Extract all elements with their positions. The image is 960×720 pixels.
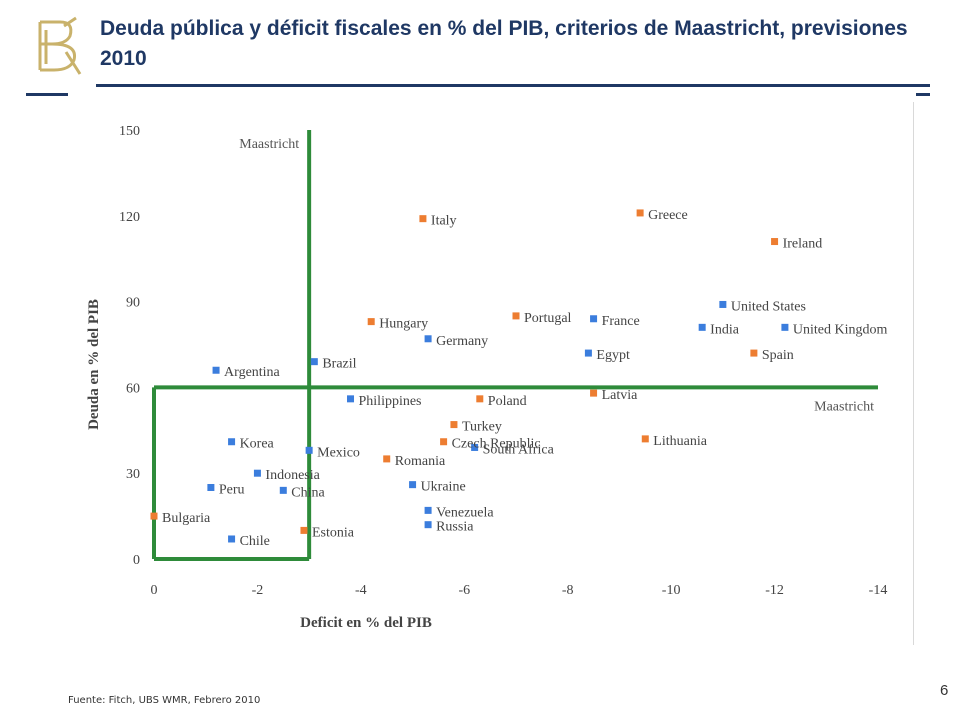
data-point-marker [641,435,649,443]
data-point-marker [424,335,432,343]
data-point-label: Venezuela [436,505,494,520]
data-point-label: Egypt [596,348,630,363]
data-point-label: Turkey [462,420,502,435]
data-point-marker [279,486,287,494]
data-point-label: Romania [395,454,446,469]
data-point-marker [719,300,727,308]
data-point-marker [771,238,779,246]
data-point-marker [424,506,432,514]
data-point-marker [471,443,479,451]
data-point-label: Ireland [783,237,823,252]
data-point-marker [207,484,215,491]
x-tick-label: -12 [765,583,784,598]
y-tick-label: 0 [133,553,140,568]
data-point-label: Russia [436,520,474,535]
data-point-marker [512,312,520,320]
title-rule [96,84,930,87]
data-point-marker [310,358,318,366]
data-point-label: Greece [648,208,688,223]
y-tick-label: 120 [119,210,140,225]
data-point-label: United Kingdom [793,322,888,337]
data-point-label: India [710,322,740,337]
y-tick-label: 30 [126,467,140,482]
data-point-marker [450,421,458,429]
x-tick-label: -4 [355,583,367,598]
data-point-label: Ukraine [421,480,466,495]
data-point-label: Germany [436,334,488,349]
data-point-label: South Africa [483,442,555,457]
data-point-marker [750,349,758,357]
page-number: 6 [940,682,949,699]
data-point-label: Philippines [359,394,422,409]
chart-panel-edge [913,102,914,645]
data-point-label: China [291,485,325,500]
source-note: Fuente: Fitch, UBS WMR, Febrero 2010 [68,695,261,706]
slide-title: Deuda pública y déficit fiscales en % de… [100,17,908,70]
scatter-chart: 0 30 60 90 120 150 0 -2 -4 -6 -8 -10 -12 -14 Argenti… [86,124,888,631]
data-point-label: Portugal [524,311,572,326]
data-point-label: France [602,314,640,329]
data-point-marker [150,512,158,520]
data-point-label: Brazil [322,357,356,372]
data-point-marker [781,323,789,331]
x-tick-label: -14 [869,583,888,598]
data-point-label: Indonesia [265,468,320,483]
data-point-marker [584,349,592,357]
maastricht-label-vertical: Maastricht [239,137,299,152]
x-tick-label: -2 [252,583,264,598]
chart-panel [82,102,914,645]
data-point-label: Argentina [224,365,281,380]
data-point-label: Czech Republic [452,437,541,452]
x-tick-label: -8 [562,583,574,598]
data-point-marker [698,323,706,331]
data-point-marker [228,535,236,543]
data-point-label: Peru [219,483,245,498]
data-point-marker [305,446,313,454]
data-point-label: United States [731,299,806,314]
maastricht-label-horizontal: Maastricht [814,399,874,414]
data-point-label: Lithuania [653,434,707,449]
data-point-marker [253,469,261,477]
title-rule-left [26,93,68,96]
data-point-marker [424,521,432,529]
x-tick-label: -6 [458,583,470,598]
data-point-marker [636,209,644,217]
data-point-label: Poland [488,394,527,409]
data-point-label: Mexico [317,445,360,460]
data-point-label: Hungary [379,317,428,332]
data-point-marker [383,455,391,463]
data-point-label: Spain [762,348,794,363]
data-point-marker [590,315,598,323]
company-logo-icon [38,16,82,75]
data-point-marker [419,215,427,223]
data-point-marker [476,395,484,403]
data-point-label: Italy [431,214,457,229]
data-point-marker [300,526,308,534]
y-tick-label: 90 [126,296,140,311]
data-point-marker [440,438,448,446]
x-tick-label: 0 [151,583,158,598]
data-point-marker [590,389,598,397]
title-rule-right [916,93,930,96]
data-point-label: Korea [240,437,275,452]
x-tick-label: -10 [662,583,681,598]
data-point-marker [347,395,355,403]
data-point-label: Estonia [312,525,355,540]
y-axis-label: Deuda en % del PIB [86,299,102,430]
data-point-label: Bulgaria [162,511,211,526]
data-point-label: Latvia [602,388,639,403]
y-tick-label: 150 [119,124,140,139]
y-tick-labels: 0 30 60 90 120 150 [119,124,140,568]
data-point-label: Chile [240,534,270,549]
maastricht-lines [152,130,878,561]
x-tick-labels: 0 -2 -4 -6 -8 -10 -12 -14 [151,583,888,598]
x-axis-label: Deficit en % del PIB [300,615,432,631]
data-point-marker [212,366,220,374]
data-point-marker [409,481,417,489]
y-tick-label: 60 [126,381,140,396]
data-point-marker [228,438,236,446]
data-point-marker [367,318,375,326]
data-points: Argentina Brazil Philippines Korea Mexico Ind… [150,208,888,549]
